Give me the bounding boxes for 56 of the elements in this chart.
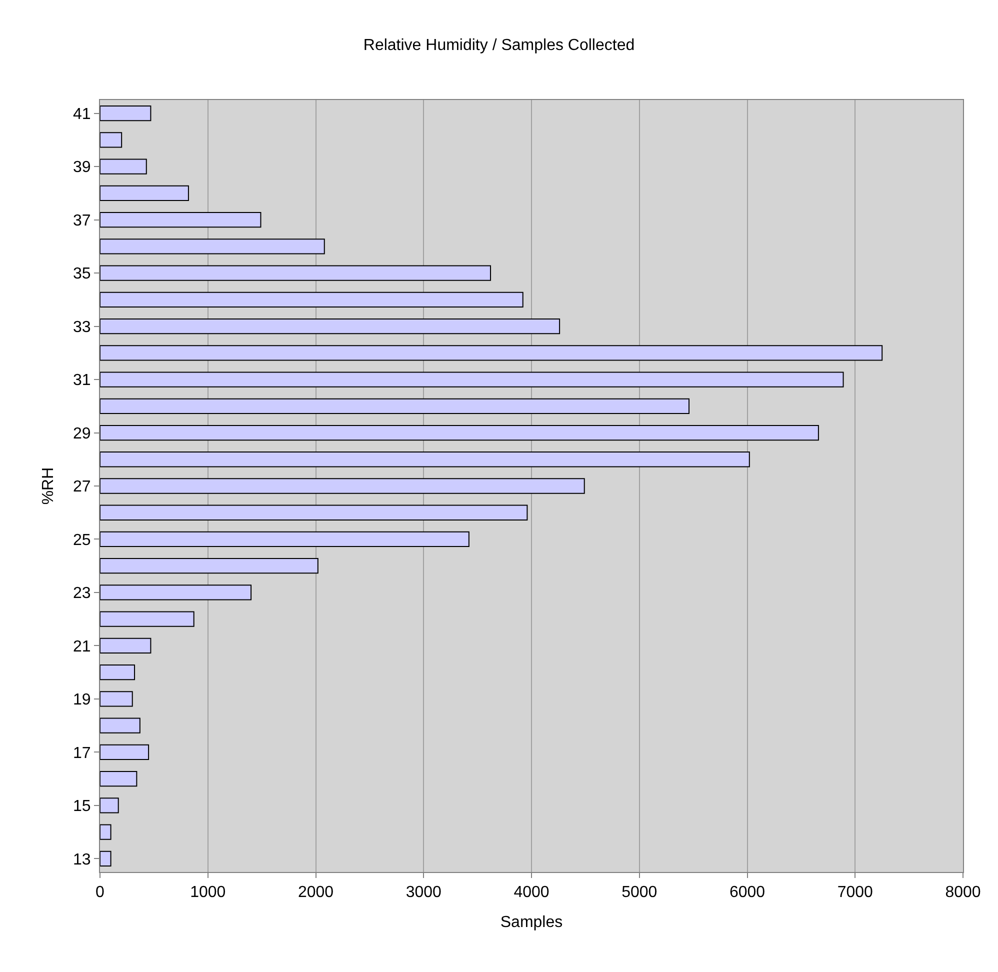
y-tick-label: 35 [73, 266, 91, 283]
bar [100, 638, 152, 654]
bar [100, 824, 112, 840]
bar [100, 558, 318, 574]
y-tick-label: 29 [73, 425, 91, 442]
x-tick-label: 4000 [514, 884, 550, 902]
bar [100, 771, 138, 787]
bar [100, 744, 150, 760]
bar [100, 664, 136, 680]
bar [100, 158, 147, 174]
bar [100, 105, 152, 122]
y-tick-label: 27 [73, 478, 91, 496]
y-tick-label: 37 [73, 212, 91, 230]
x-tick-label: 2000 [298, 884, 334, 902]
bar [100, 531, 470, 548]
chart-title: Relative Humidity / Samples Collected [363, 37, 635, 54]
bar [100, 718, 140, 734]
x-tick-label: 1000 [190, 884, 226, 902]
bar [100, 345, 883, 361]
bar [100, 478, 585, 494]
y-tick-label: 21 [73, 638, 91, 656]
bar [100, 691, 133, 707]
x-tick-label: 3000 [406, 884, 442, 902]
bar [100, 185, 189, 201]
y-tick-label: 23 [73, 585, 91, 602]
bar [100, 292, 524, 308]
y-tick-label: 25 [73, 532, 91, 549]
bar [100, 372, 844, 388]
x-tick-label: 7000 [837, 884, 874, 902]
bar [100, 212, 262, 228]
bar [100, 798, 119, 814]
x-tick-label: 0 [96, 884, 105, 902]
bar [100, 850, 112, 867]
bar [100, 504, 528, 520]
y-tick-label: 39 [73, 159, 91, 176]
y-axis-title: %RH [40, 467, 57, 505]
bar [100, 611, 194, 627]
y-tick-label: 41 [73, 106, 91, 123]
y-tick-label: 17 [73, 744, 91, 762]
bar [100, 318, 560, 334]
x-tick-label: 6000 [729, 884, 766, 902]
bar [100, 452, 750, 468]
y-tick-label: 15 [73, 798, 91, 816]
y-tick-label: 31 [73, 372, 91, 390]
bar [100, 265, 492, 281]
y-tick-label: 33 [73, 318, 91, 336]
bar [100, 238, 325, 254]
bar [100, 132, 122, 148]
y-tick-label: 13 [73, 851, 91, 868]
bar [100, 398, 690, 414]
x-tick-label: 8000 [945, 884, 981, 902]
bar [100, 424, 819, 441]
x-tick-label: 5000 [622, 884, 658, 902]
x-axis-title: Samples [500, 914, 563, 931]
y-tick-label: 19 [73, 692, 91, 709]
bar [100, 584, 252, 600]
